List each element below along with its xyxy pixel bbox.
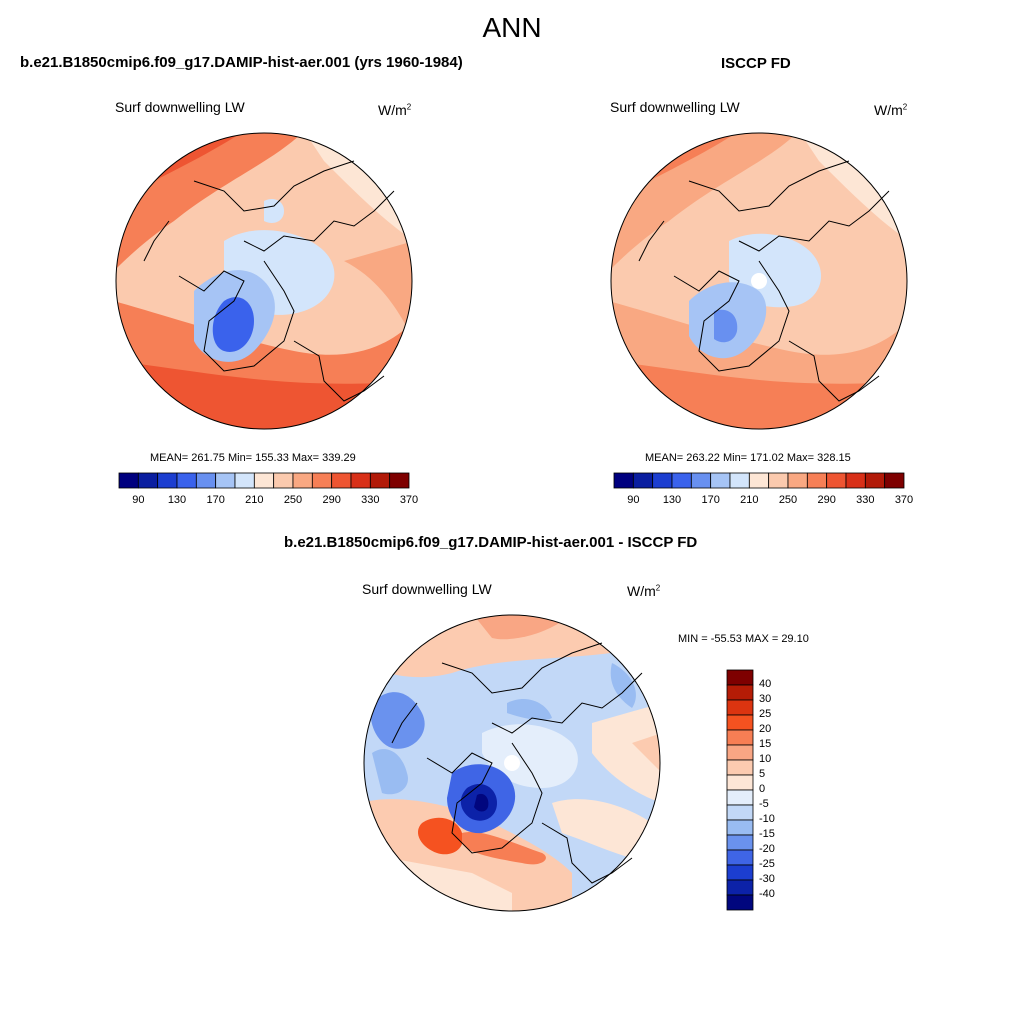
colorbar-swatch bbox=[726, 789, 754, 806]
colorbar-swatch bbox=[726, 744, 754, 761]
colorbar-tick-label: -20 bbox=[759, 843, 775, 855]
right-colorbar bbox=[613, 472, 905, 489]
diff-colorbar bbox=[726, 669, 754, 911]
colorbar-tick-label: 30 bbox=[759, 693, 772, 705]
right-stats: MEAN= 263.22 Min= 171.02 Max= 328.15 bbox=[645, 452, 851, 464]
colorbar-tick-label: 10 bbox=[759, 753, 772, 765]
colorbar-swatch bbox=[726, 699, 754, 716]
colorbar-swatch bbox=[806, 472, 828, 489]
colorbar-tick-label: 370 bbox=[399, 494, 419, 506]
colorbar-tick-label: 25 bbox=[759, 708, 772, 720]
colorbar-swatch bbox=[864, 472, 886, 489]
right-polar-map bbox=[610, 132, 908, 430]
colorbar-swatch bbox=[726, 684, 754, 701]
colorbar-swatch bbox=[726, 669, 754, 686]
colorbar-swatch bbox=[331, 472, 352, 489]
colorbar-tick-label: 290 bbox=[817, 494, 836, 506]
colorbar-tick-label: -10 bbox=[759, 813, 775, 825]
colorbar-swatch bbox=[369, 472, 391, 489]
colorbar-swatch bbox=[726, 804, 754, 821]
colorbar-swatch bbox=[726, 894, 754, 911]
diff-polar-map bbox=[363, 614, 661, 912]
colorbar-swatch bbox=[787, 472, 808, 489]
colorbar-swatch bbox=[710, 472, 731, 489]
colorbar-swatch bbox=[826, 472, 847, 489]
colorbar-tick-label: -15 bbox=[759, 828, 775, 840]
colorbar-tick-label: 40 bbox=[759, 678, 772, 690]
colorbar-swatch bbox=[671, 472, 692, 489]
right-variable-label: Surf downwelling LW bbox=[610, 99, 740, 115]
diff-stats: MIN = -55.53 MAX = 29.10 bbox=[678, 633, 809, 645]
colorbar-swatch bbox=[748, 472, 770, 489]
colorbar-tick-label: -40 bbox=[759, 888, 775, 900]
colorbar-tick-label: 90 bbox=[132, 494, 145, 506]
right-panel-title: ISCCP FD bbox=[721, 55, 791, 72]
colorbar-swatch bbox=[845, 472, 866, 489]
colorbar-swatch bbox=[690, 472, 712, 489]
colorbar-tick-label: 210 bbox=[740, 494, 759, 506]
colorbar-swatch bbox=[768, 472, 789, 489]
colorbar-tick-label: 330 bbox=[361, 494, 380, 506]
colorbar-tick-label: 170 bbox=[701, 494, 720, 506]
colorbar-swatch bbox=[613, 472, 634, 489]
colorbar-tick-label: 0 bbox=[759, 783, 766, 795]
colorbar-tick-label: 370 bbox=[894, 494, 914, 506]
colorbar-swatch bbox=[273, 472, 294, 489]
colorbar-swatch bbox=[157, 472, 178, 489]
colorbar-tick-label: 130 bbox=[167, 494, 187, 506]
colorbar-swatch bbox=[726, 879, 754, 896]
right-unit-label: W/m2 bbox=[874, 102, 908, 118]
colorbar-swatch bbox=[726, 849, 754, 866]
colorbar-swatch bbox=[726, 774, 754, 791]
colorbar-swatch bbox=[253, 472, 275, 489]
colorbar-tick-label: 170 bbox=[206, 494, 225, 506]
colorbar-tick-label: 210 bbox=[245, 494, 264, 506]
left-unit-label: W/m2 bbox=[378, 102, 412, 118]
diff-variable-label: Surf downwelling LW bbox=[362, 581, 492, 597]
diff-unit-label: W/m2 bbox=[627, 583, 661, 599]
colorbar-swatch bbox=[118, 472, 139, 489]
colorbar-swatch bbox=[311, 472, 333, 489]
colorbar-swatch bbox=[389, 472, 410, 489]
colorbar-swatch bbox=[652, 472, 673, 489]
colorbar-tick-label: 20 bbox=[759, 723, 772, 735]
colorbar-swatch bbox=[726, 819, 754, 836]
colorbar-tick-label: 15 bbox=[759, 738, 772, 750]
colorbar-swatch bbox=[726, 729, 754, 746]
left-stats: MEAN= 261.75 Min= 155.33 Max= 339.29 bbox=[150, 452, 356, 464]
left-colorbar bbox=[118, 472, 410, 489]
colorbar-swatch bbox=[726, 834, 754, 851]
colorbar-tick-label: 290 bbox=[322, 494, 341, 506]
colorbar-tick-label: -5 bbox=[759, 798, 769, 810]
colorbar-tick-label: 330 bbox=[856, 494, 875, 506]
colorbar-tick-label: 250 bbox=[283, 494, 303, 506]
colorbar-swatch bbox=[726, 714, 754, 731]
colorbar-tick-label: 130 bbox=[662, 494, 682, 506]
colorbar-swatch bbox=[292, 472, 313, 489]
colorbar-swatch bbox=[729, 472, 750, 489]
main-title: ANN bbox=[482, 12, 542, 43]
colorbar-swatch bbox=[726, 759, 754, 776]
diff-panel-title: b.e21.B1850cmip6.f09_g17.DAMIP-hist-aer.… bbox=[284, 534, 698, 551]
colorbar-tick-label: -25 bbox=[759, 858, 775, 870]
left-polar-map bbox=[115, 132, 413, 430]
colorbar-tick-label: 90 bbox=[627, 494, 640, 506]
colorbar-tick-label: 250 bbox=[778, 494, 798, 506]
colorbar-tick-label: 5 bbox=[759, 768, 766, 780]
left-variable-label: Surf downwelling LW bbox=[115, 99, 245, 115]
colorbar-swatch bbox=[632, 472, 654, 489]
left-panel-title: b.e21.B1850cmip6.f09_g17.DAMIP-hist-aer.… bbox=[20, 54, 463, 71]
colorbar-swatch bbox=[195, 472, 217, 489]
colorbar-swatch bbox=[137, 472, 159, 489]
colorbar-swatch bbox=[726, 864, 754, 881]
colorbar-swatch bbox=[176, 472, 197, 489]
colorbar-swatch bbox=[234, 472, 255, 489]
colorbar-tick-label: -30 bbox=[759, 873, 775, 885]
colorbar-swatch bbox=[215, 472, 236, 489]
colorbar-swatch bbox=[884, 472, 905, 489]
colorbar-swatch bbox=[350, 472, 371, 489]
